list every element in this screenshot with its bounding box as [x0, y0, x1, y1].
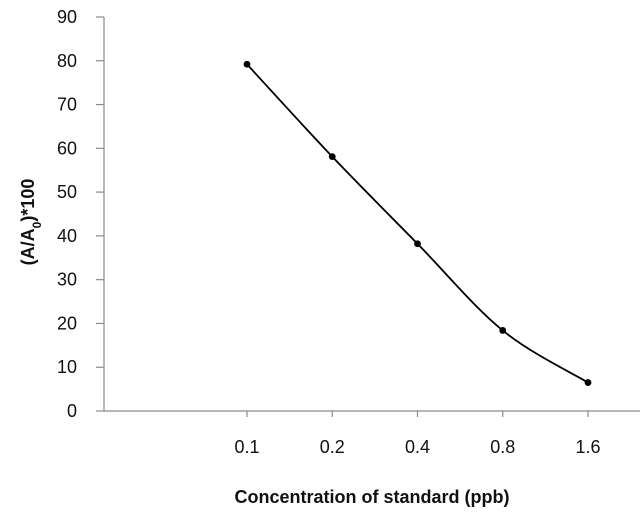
- y-axis-title-suffix: )*100: [18, 179, 38, 222]
- x-axis-tick-label: 1.6: [575, 437, 600, 457]
- y-axis-tick-label: 70: [57, 95, 77, 115]
- y-axis-tick-label: 60: [57, 138, 77, 158]
- data-point-4: [499, 327, 507, 334]
- data-point-3: [414, 240, 421, 248]
- data-point-2: [328, 153, 336, 161]
- y-axis-tick-label: 10: [57, 357, 77, 377]
- x-axis-tick-label: 0.4: [405, 437, 430, 457]
- x-axis-title: Concentration of standard (ppb): [235, 487, 510, 507]
- labels-layer: Concentration of standard (ppb) (A/A0)*1…: [18, 179, 509, 507]
- y-axis-tick-label: 40: [57, 226, 77, 246]
- y-axis-tick-label: 50: [57, 182, 77, 202]
- data-point-5: [584, 379, 592, 386]
- y-axis-tick-label: 30: [57, 270, 77, 290]
- series-1-line: [246, 63, 589, 384]
- y-axis-title-subscript: 0: [30, 221, 44, 228]
- data-point-1: [243, 60, 251, 68]
- y-axis-title-prefix: (A/A: [18, 228, 38, 265]
- x-axis-tick-label: 0.1: [234, 437, 259, 457]
- axes-layer: 0 10 20 30 40 50 60 70 80 90 0.1 0.2 0.4 0.8 1.6: [57, 7, 640, 457]
- series-layer: [243, 60, 592, 386]
- y-axis-tick-label: 20: [57, 313, 77, 333]
- y-axis-tick-label: 0: [67, 401, 77, 421]
- y-axis-tick-label: 80: [57, 51, 77, 71]
- x-axis-tick-label: 0.8: [490, 437, 515, 457]
- x-axis-tick-label: 0.2: [320, 437, 345, 457]
- y-axis-title: (A/A0)*100: [18, 179, 44, 266]
- y-axis-tick-label: 90: [57, 7, 77, 27]
